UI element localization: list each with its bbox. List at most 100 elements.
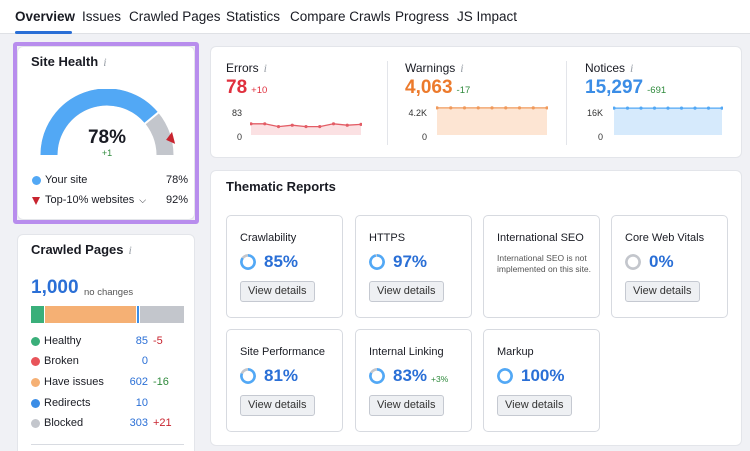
sparkline-area xyxy=(437,107,547,135)
warnings-value: 4,063 -17 xyxy=(405,77,471,98)
site-health-gauge xyxy=(40,89,176,156)
report-name: International SEO xyxy=(497,232,584,244)
tab-compare-crawls[interactable]: Compare Crawls xyxy=(290,9,391,24)
notices-sparkline xyxy=(613,106,723,135)
report-score[interactable]: 0% xyxy=(649,252,674,271)
gauge-separator xyxy=(144,111,160,125)
info-icon[interactable]: i xyxy=(103,55,107,69)
sparkline-point xyxy=(625,106,630,110)
metric-notices[interactable]: Notices i 15,297 -691 16K 0 xyxy=(585,47,750,159)
crawled-row-healthy[interactable]: Healthy 85 -5 xyxy=(31,335,191,349)
view-details-button[interactable]: View details xyxy=(240,281,315,302)
bar-segment xyxy=(44,306,137,323)
report-card-site-performance: Site Performance 81% View details xyxy=(226,329,343,432)
sparkline-point xyxy=(263,122,267,126)
info-icon[interactable]: i xyxy=(460,61,464,75)
metric-errors[interactable]: Errors i 78 +10 83 0 xyxy=(226,47,404,159)
report-score[interactable]: 97% xyxy=(393,252,428,271)
legend-dot xyxy=(31,357,40,366)
metric-separator xyxy=(387,61,388,145)
sparkline-point xyxy=(613,106,616,110)
view-details-button[interactable]: View details xyxy=(240,395,315,416)
tab-overview[interactable]: Overview xyxy=(15,9,76,24)
report-delta: +3% xyxy=(431,373,449,384)
warnings-sparkline xyxy=(436,106,548,135)
report-name: HTTPS xyxy=(369,232,406,244)
your-site-dot xyxy=(32,176,41,185)
crawled-pages-total[interactable]: 1,000 xyxy=(31,277,79,298)
sparkline-point xyxy=(250,122,253,126)
tab-bar: Overview Issues Crawled Pages Statistics… xyxy=(0,0,750,34)
sparkline-point xyxy=(436,106,439,110)
sparkline-point xyxy=(290,123,294,127)
crawled-row-have-issues[interactable]: Have issues 602 -16 xyxy=(31,376,191,390)
report-card-markup: Markup 100% View details xyxy=(483,329,600,432)
report-message: International SEO is not implemented on … xyxy=(497,253,592,274)
errors-sparkline xyxy=(250,122,362,135)
top10-marker-icon xyxy=(32,197,40,205)
progress-ring-icon xyxy=(240,254,256,270)
crawled-row-broken[interactable]: Broken 0 xyxy=(31,355,191,369)
progress-ring-icon xyxy=(497,368,513,384)
sparkline-point xyxy=(652,106,657,110)
sparkline-point xyxy=(679,106,684,110)
sparkline-point xyxy=(490,106,494,110)
gauge-fill xyxy=(40,89,159,156)
tab-statistics[interactable]: Statistics xyxy=(226,9,281,24)
tab-crawled-pages[interactable]: Crawled Pages xyxy=(129,9,221,24)
view-details-button[interactable]: View details xyxy=(369,281,444,302)
report-name: Crawlability xyxy=(240,232,297,244)
thematic-reports-title: Thematic Reports xyxy=(226,179,336,194)
crawled-pages-title: Crawled Pages i xyxy=(31,242,132,257)
report-name: Core Web Vitals xyxy=(625,232,705,244)
progress-ring-icon xyxy=(369,254,385,270)
report-score[interactable]: 83% xyxy=(393,366,428,385)
sparkline-point xyxy=(345,123,349,127)
tab-js-impact[interactable]: JS Impact xyxy=(457,9,518,24)
report-card-https: HTTPS 97% View details xyxy=(355,215,472,318)
tab-issues[interactable]: Issues xyxy=(82,9,122,24)
report-name: Markup xyxy=(497,346,534,358)
sparkline-point xyxy=(504,106,508,110)
report-score[interactable]: 85% xyxy=(264,252,299,271)
crawled-pages-bar xyxy=(31,306,184,323)
sparkline-point xyxy=(545,106,548,110)
view-details-button[interactable]: View details xyxy=(625,281,700,302)
chevron-down-icon[interactable]: ⌵ xyxy=(139,195,147,205)
progress-ring-icon xyxy=(625,254,641,270)
tab-progress[interactable]: Progress xyxy=(395,9,450,24)
crawled-row-redirects[interactable]: Redirects 10 xyxy=(31,397,191,411)
info-icon[interactable]: i xyxy=(630,61,634,75)
report-name: Site Performance xyxy=(240,346,325,358)
sparkline-point xyxy=(276,125,281,129)
sparkline-point xyxy=(304,125,308,129)
bar-segment xyxy=(136,306,140,323)
sparkline-point xyxy=(693,106,697,110)
legend-top10[interactable]: Top-10% websites ⌵ 92% xyxy=(32,194,188,208)
sparkline-point xyxy=(359,122,362,126)
legend-dot xyxy=(31,399,40,408)
report-score[interactable]: 81% xyxy=(264,366,299,385)
site-health-title: Site Health i xyxy=(31,54,107,69)
crawled-row-blocked[interactable]: Blocked 303 +21 xyxy=(31,417,191,431)
crawled-pages-card: Crawled Pages i 1,000 no changes Healthy 8… xyxy=(17,234,195,451)
sparkline-point xyxy=(331,122,336,126)
info-icon[interactable]: i xyxy=(263,61,268,75)
sparkline-point xyxy=(318,125,322,129)
legend-dot xyxy=(31,419,40,428)
notices-value: 15,297 -691 xyxy=(585,77,667,98)
progress-ring-icon xyxy=(240,368,256,384)
metric-warnings[interactable]: Warnings i 4,063 -17 4.2K 0 xyxy=(405,47,583,159)
sparkline-point xyxy=(476,106,480,110)
bar-segment xyxy=(31,306,44,323)
crawled-pages-note: no changes xyxy=(84,287,134,298)
sparkline-point xyxy=(720,106,723,110)
legend-dot xyxy=(31,337,40,346)
view-details-button[interactable]: View details xyxy=(497,395,572,416)
report-name: Internal Linking xyxy=(369,346,444,358)
info-icon[interactable]: i xyxy=(128,243,132,257)
view-details-button[interactable]: View details xyxy=(369,395,444,416)
report-score[interactable]: 100% xyxy=(521,366,565,385)
sparkline-point xyxy=(706,106,711,110)
sparkline-point xyxy=(666,106,670,110)
